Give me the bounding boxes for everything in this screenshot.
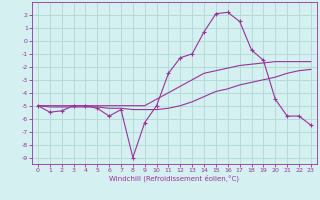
X-axis label: Windchill (Refroidissement éolien,°C): Windchill (Refroidissement éolien,°C) bbox=[109, 175, 239, 182]
